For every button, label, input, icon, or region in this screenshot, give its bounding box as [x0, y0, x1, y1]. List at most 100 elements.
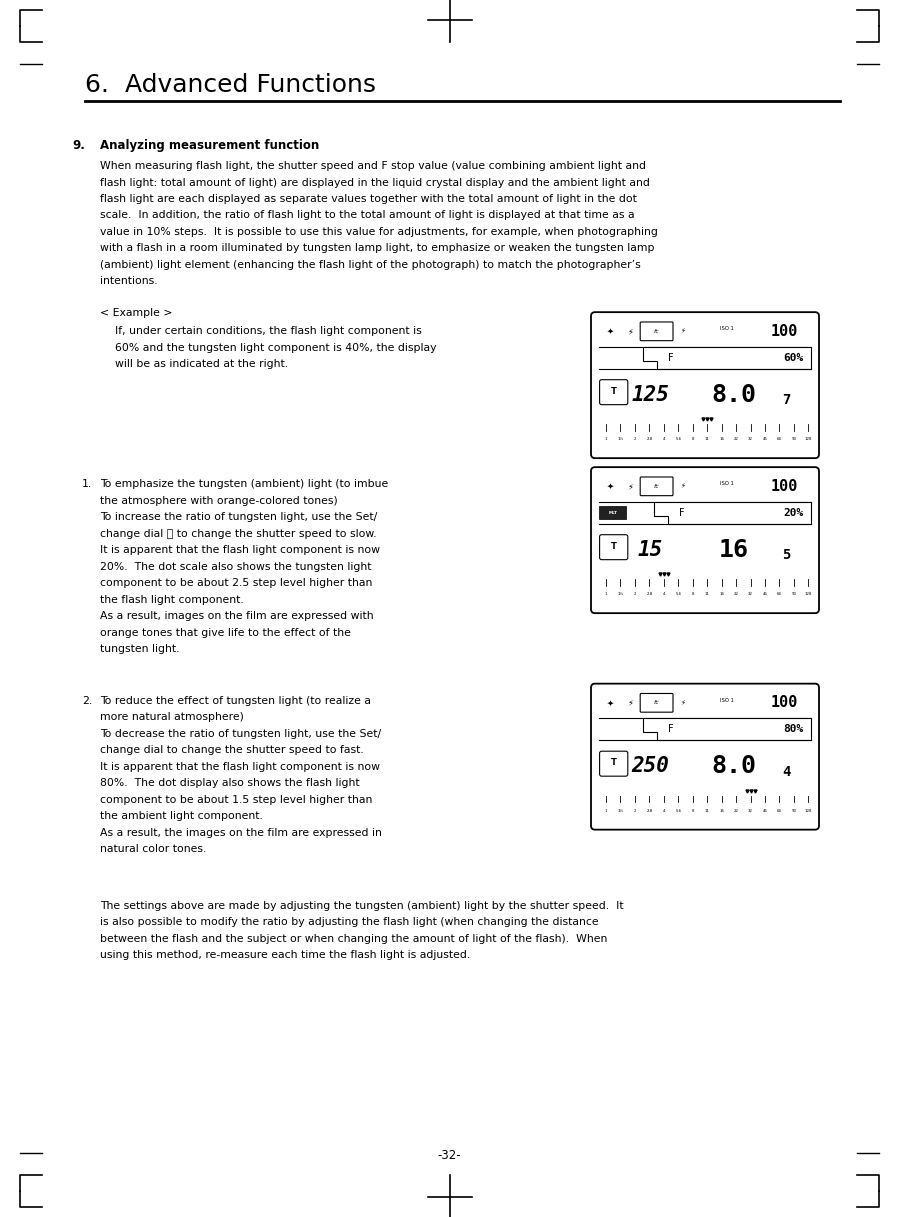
Text: F: F: [668, 353, 673, 363]
Text: 8.0: 8.0: [711, 755, 756, 779]
Text: 1¼: 1¼: [618, 437, 624, 442]
Text: more natural atmosphere): more natural atmosphere): [100, 712, 244, 722]
Text: 8: 8: [691, 437, 694, 442]
Text: 128: 128: [805, 437, 812, 442]
Text: fc: fc: [654, 484, 659, 489]
Text: scale.  In addition, the ratio of flash light to the total amount of light is di: scale. In addition, the ratio of flash l…: [100, 211, 635, 220]
Text: MLT: MLT: [608, 511, 617, 515]
Text: 100: 100: [770, 695, 798, 711]
Text: To decrease the ratio of tungsten light, use the Set/: To decrease the ratio of tungsten light,…: [100, 729, 381, 739]
Text: ⚡: ⚡: [628, 482, 633, 490]
Text: 7: 7: [782, 393, 790, 406]
Text: fc: fc: [654, 329, 659, 333]
Text: 80%: 80%: [783, 724, 803, 734]
Text: 2.8: 2.8: [646, 437, 653, 442]
Text: 20%: 20%: [783, 507, 803, 517]
Text: flash light: total amount of light) are displayed in the liquid crystal display : flash light: total amount of light) are …: [100, 178, 650, 187]
Text: When measuring flash light, the shutter speed and F stop value (value combining : When measuring flash light, the shutter …: [100, 161, 646, 172]
Text: fc: fc: [654, 700, 659, 706]
Text: ⚡: ⚡: [681, 329, 685, 335]
Text: 20%.  The dot scale also shows the tungsten light: 20%. The dot scale also shows the tungst…: [100, 562, 371, 572]
Text: 64: 64: [777, 437, 782, 442]
Text: 15: 15: [637, 540, 663, 560]
Text: If, under certain conditions, the flash light component is: If, under certain conditions, the flash …: [115, 326, 422, 336]
Text: ⚡: ⚡: [681, 483, 685, 489]
FancyBboxPatch shape: [640, 477, 673, 495]
Text: 1: 1: [605, 593, 607, 596]
Text: (ambient) light element (enhancing the flash light of the photograph) to match t: (ambient) light element (enhancing the f…: [100, 260, 641, 270]
Text: 22: 22: [734, 437, 739, 442]
Bar: [600, 506, 626, 520]
Text: 8: 8: [691, 809, 694, 813]
Text: 9.: 9.: [72, 139, 85, 152]
FancyBboxPatch shape: [600, 380, 628, 405]
Text: ISO 1: ISO 1: [720, 482, 734, 487]
Text: T: T: [610, 542, 617, 550]
Text: between the flash and the subject or when changing the amount of light of the fl: between the flash and the subject or whe…: [100, 933, 608, 943]
Text: will be as indicated at the right.: will be as indicated at the right.: [115, 359, 288, 369]
Text: ⚡: ⚡: [628, 327, 633, 336]
Text: The settings above are made by adjusting the tungsten (ambient) light by the shu: The settings above are made by adjusting…: [100, 901, 624, 910]
Text: 250: 250: [631, 756, 669, 776]
Text: 90: 90: [791, 809, 797, 813]
Text: 128: 128: [805, 809, 812, 813]
Text: 4: 4: [782, 764, 790, 779]
Text: change dial Ⓣ to change the shutter speed to slow.: change dial Ⓣ to change the shutter spee…: [100, 528, 377, 539]
Text: 2: 2: [634, 437, 636, 442]
Text: 125: 125: [631, 385, 669, 405]
Text: 1¼: 1¼: [618, 593, 624, 596]
Text: To emphasize the tungsten (ambient) light (to imbue: To emphasize the tungsten (ambient) ligh…: [100, 479, 388, 489]
Text: ISO 1: ISO 1: [720, 697, 734, 703]
Text: 1.: 1.: [82, 479, 93, 489]
Text: 22: 22: [734, 809, 739, 813]
Text: natural color tones.: natural color tones.: [100, 845, 207, 854]
Text: 11: 11: [705, 593, 709, 596]
Text: 64: 64: [777, 593, 782, 596]
Polygon shape: [644, 347, 811, 369]
Text: 16: 16: [719, 437, 724, 442]
Text: 32: 32: [748, 593, 753, 596]
Text: Analyzing measurement function: Analyzing measurement function: [100, 139, 319, 152]
Text: 4: 4: [663, 809, 665, 813]
Text: 8: 8: [691, 593, 694, 596]
Text: ✦: ✦: [607, 327, 614, 336]
Text: 32: 32: [748, 437, 753, 442]
Text: < Example >: < Example >: [100, 308, 173, 318]
Text: It is apparent that the flash light component is now: It is apparent that the flash light comp…: [100, 545, 380, 555]
Text: 2.8: 2.8: [646, 809, 653, 813]
FancyBboxPatch shape: [640, 323, 673, 341]
Text: 5.6: 5.6: [675, 437, 681, 442]
Text: 80%.  The dot display also shows the flash light: 80%. The dot display also shows the flas…: [100, 778, 360, 789]
FancyBboxPatch shape: [591, 312, 819, 458]
Text: 100: 100: [770, 324, 798, 338]
Text: intentions.: intentions.: [100, 276, 157, 286]
Text: change dial to change the shutter speed to fast.: change dial to change the shutter speed …: [100, 745, 364, 756]
Text: 4: 4: [663, 437, 665, 442]
Text: flash light are each displayed as separate values together with the total amount: flash light are each displayed as separa…: [100, 194, 636, 204]
Text: 5.6: 5.6: [675, 593, 681, 596]
Text: 16: 16: [719, 809, 724, 813]
Text: 60% and the tungsten light component is 40%, the display: 60% and the tungsten light component is …: [115, 343, 437, 353]
FancyBboxPatch shape: [591, 467, 819, 613]
Text: 22: 22: [734, 593, 739, 596]
Text: 64: 64: [777, 809, 782, 813]
FancyBboxPatch shape: [600, 534, 628, 560]
Text: 45: 45: [762, 809, 768, 813]
Polygon shape: [644, 718, 811, 740]
Text: tungsten light.: tungsten light.: [100, 644, 180, 655]
Text: the atmosphere with orange-colored tones): the atmosphere with orange-colored tones…: [100, 495, 338, 505]
Text: 8: 8: [654, 507, 660, 517]
FancyBboxPatch shape: [640, 694, 673, 712]
Text: is also possible to modify the ratio by adjusting the flash light (when changing: is also possible to modify the ratio by …: [100, 918, 599, 927]
Text: It is apparent that the flash light component is now: It is apparent that the flash light comp…: [100, 762, 380, 772]
Text: As a result, images on the film are expressed with: As a result, images on the film are expr…: [100, 611, 374, 621]
Polygon shape: [654, 501, 811, 523]
FancyBboxPatch shape: [600, 751, 628, 776]
Text: 45: 45: [762, 593, 768, 596]
Text: 16: 16: [718, 538, 749, 562]
Text: 1¼: 1¼: [618, 809, 624, 813]
Text: ✦: ✦: [607, 699, 614, 707]
Text: ⚡: ⚡: [681, 700, 685, 706]
Text: 2: 2: [634, 809, 636, 813]
Text: 2.8: 2.8: [646, 593, 653, 596]
